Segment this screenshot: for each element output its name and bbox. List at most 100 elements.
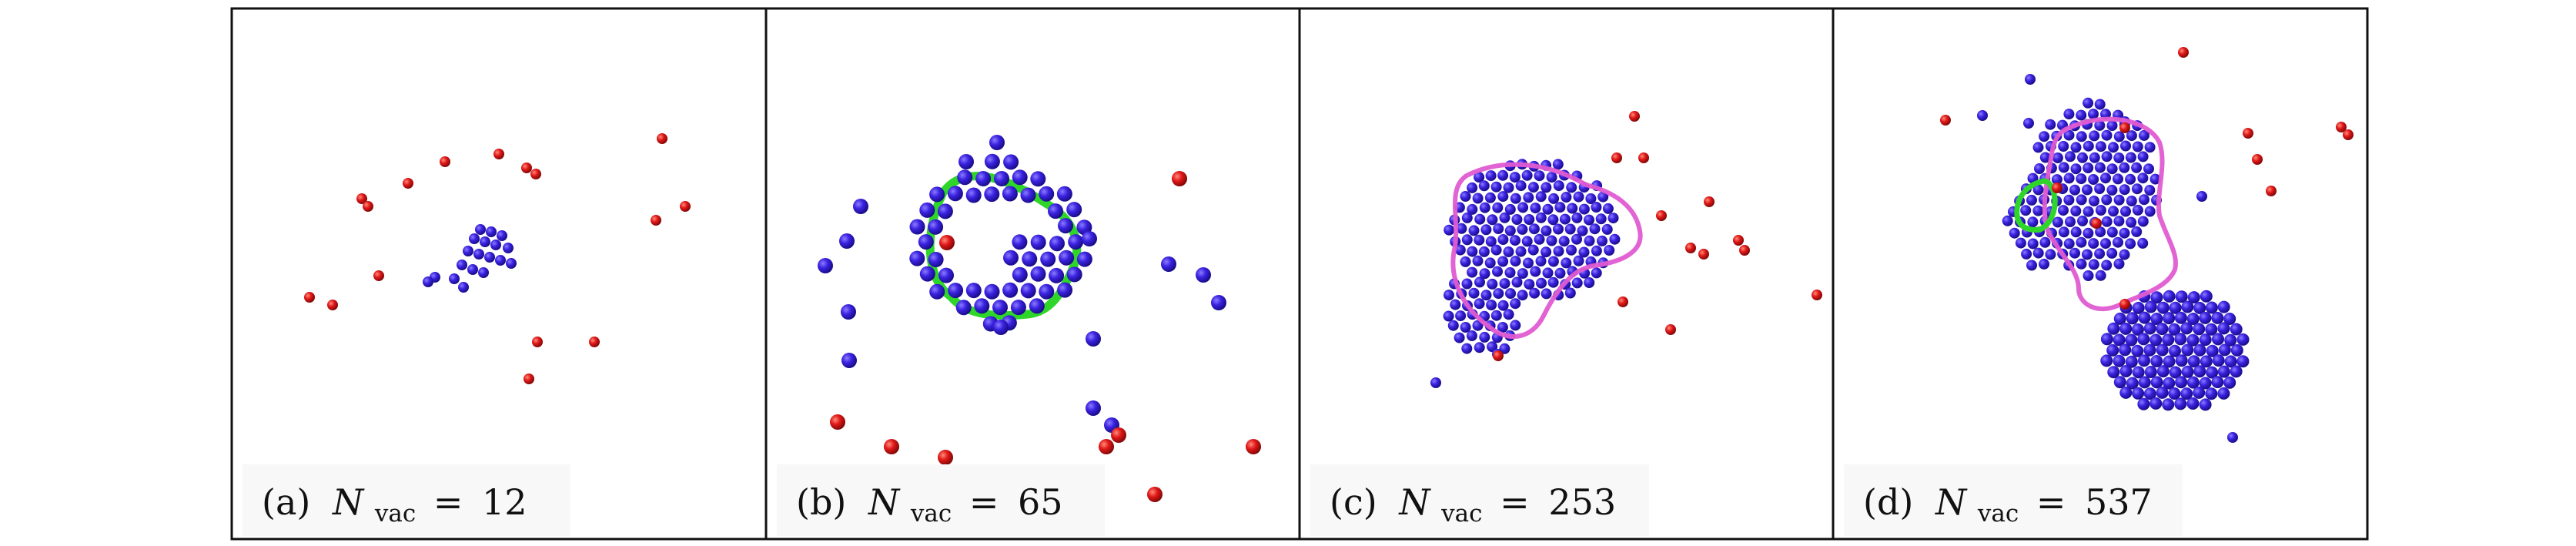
vacancy-atom bbox=[2174, 333, 2187, 346]
vacancy-atom bbox=[1460, 191, 1471, 202]
vacancy-atom bbox=[2095, 270, 2106, 281]
vacancy-atom bbox=[1607, 213, 1619, 224]
vacancy-atom bbox=[1559, 213, 1571, 225]
vacancy-atom bbox=[1524, 214, 1535, 225]
interstitial-atom bbox=[884, 439, 899, 454]
vacancy-count: 65 bbox=[1018, 481, 1063, 523]
vacancy-atom bbox=[2063, 238, 2075, 250]
vacancy-atom bbox=[2200, 290, 2213, 303]
vacancy-atom bbox=[1487, 214, 1498, 226]
vacancy-atom bbox=[1566, 182, 1577, 193]
vacancy-atom bbox=[2032, 142, 2044, 153]
interstitial-atom bbox=[1940, 115, 1951, 126]
vacancy-atom bbox=[1478, 246, 1490, 257]
vacancy-atom bbox=[947, 186, 963, 202]
vacancy-atom bbox=[1474, 172, 1485, 183]
vacancy-atom bbox=[1057, 282, 1073, 298]
vacancy-atom bbox=[1591, 245, 1602, 256]
interstitial-atom bbox=[493, 149, 504, 159]
vacancy-atom bbox=[463, 246, 473, 256]
vacancy-atom bbox=[2107, 366, 2120, 379]
vacancy-atom bbox=[2125, 333, 2138, 347]
interstitial-atom bbox=[327, 300, 338, 310]
vacancy-atom bbox=[1503, 182, 1514, 193]
vacancy-atom bbox=[1567, 203, 1578, 214]
vacancy-atom bbox=[2039, 131, 2050, 142]
vacancy-atom bbox=[1497, 191, 1509, 203]
vacancy-atom bbox=[1030, 234, 1046, 250]
panel-caption: (b) N vac = 65 bbox=[796, 481, 1063, 530]
vacancy-atom bbox=[1597, 235, 1607, 246]
vacancy-atom bbox=[2150, 313, 2163, 325]
vacancy-atom bbox=[2119, 162, 2130, 173]
vacancy-atom bbox=[2077, 215, 2088, 226]
vacancy-atom bbox=[2138, 311, 2151, 324]
vacancy-atom bbox=[2193, 323, 2206, 336]
vacancy-atom bbox=[1048, 203, 1063, 219]
vacancy-atom bbox=[1472, 255, 1484, 266]
panel-label: (a) bbox=[262, 481, 310, 523]
vacancy-atom bbox=[2058, 226, 2069, 238]
interstitial-atom bbox=[532, 337, 543, 347]
vacancy-atom bbox=[1503, 309, 1514, 320]
vacancy-atom bbox=[2125, 238, 2136, 250]
n-symbol: N bbox=[1398, 481, 1431, 523]
vacancy-atom bbox=[1517, 290, 1528, 301]
vacancy-atom bbox=[1595, 213, 1607, 225]
vacancy-atom bbox=[1478, 180, 1490, 192]
vacancy-atom bbox=[2144, 366, 2157, 378]
interstitial-atom bbox=[657, 133, 667, 144]
vacancy-atom bbox=[2070, 163, 2082, 175]
vacancy-atom bbox=[2230, 365, 2243, 378]
equals-sign: = bbox=[433, 481, 463, 523]
vacancy-atom bbox=[1211, 295, 1226, 310]
vacancy-atom bbox=[1450, 299, 1461, 310]
vacancy-atom bbox=[2077, 152, 2088, 163]
vacancy-atom bbox=[2076, 131, 2087, 142]
interstitial-atoms bbox=[304, 133, 691, 384]
vacancy-atom bbox=[1534, 233, 1545, 245]
vacancy-atom bbox=[2101, 194, 2113, 206]
vacancy-atom bbox=[2169, 344, 2181, 357]
vacancy-atom bbox=[1510, 320, 1521, 331]
vacancy-atom bbox=[2126, 196, 2137, 206]
vacancy-atom bbox=[2113, 131, 2125, 142]
vacancy-atom bbox=[2094, 119, 2106, 131]
vacancy-atom bbox=[909, 219, 925, 235]
vacancy-atom bbox=[2076, 258, 2087, 270]
vacancy-atom bbox=[2113, 236, 2123, 248]
vacancy-atom bbox=[1527, 244, 1539, 256]
vacancy-atom bbox=[1468, 225, 1480, 236]
vacancy-atom bbox=[2107, 322, 2120, 335]
interstitial-atom bbox=[938, 450, 953, 465]
interstitial-atom bbox=[2243, 128, 2253, 139]
vacancy-atom bbox=[2032, 247, 2044, 259]
vacancy-atom bbox=[2131, 162, 2143, 173]
vacancy-atom bbox=[1490, 244, 1502, 256]
vacancy-atom bbox=[2015, 237, 2026, 249]
vacancy-count: 537 bbox=[2085, 481, 2153, 523]
vacancy-atom bbox=[1497, 234, 1509, 245]
interstitial-atoms bbox=[1940, 47, 2354, 310]
interstitial-atoms bbox=[1493, 111, 1822, 361]
interstitial-atom bbox=[1172, 171, 1187, 186]
interstitial-atoms bbox=[830, 171, 1261, 502]
vacancy-atom bbox=[1510, 193, 1521, 204]
vacancy-atom bbox=[2076, 109, 2087, 121]
interstitial-atom bbox=[2052, 183, 2062, 193]
vacancy-atom bbox=[2131, 226, 2143, 237]
vacancy-atom bbox=[919, 266, 935, 282]
vacancy-atom bbox=[2224, 355, 2237, 368]
vacancy-atom bbox=[1479, 202, 1490, 213]
caption-background bbox=[777, 464, 1105, 536]
n-symbol: N bbox=[1935, 481, 1968, 523]
vacancy-atom bbox=[2094, 99, 2106, 110]
panel-caption: (d) N vac = 537 bbox=[1863, 481, 2153, 530]
vacancy-atom bbox=[2070, 206, 2082, 216]
vacancy-atom bbox=[818, 258, 833, 273]
n-subscript: vac bbox=[910, 500, 952, 528]
vacancy-atom bbox=[2106, 247, 2118, 259]
interstitial-atom bbox=[1111, 427, 1126, 443]
vacancy-atom bbox=[1020, 283, 1036, 299]
vacancy-atom bbox=[928, 252, 944, 267]
